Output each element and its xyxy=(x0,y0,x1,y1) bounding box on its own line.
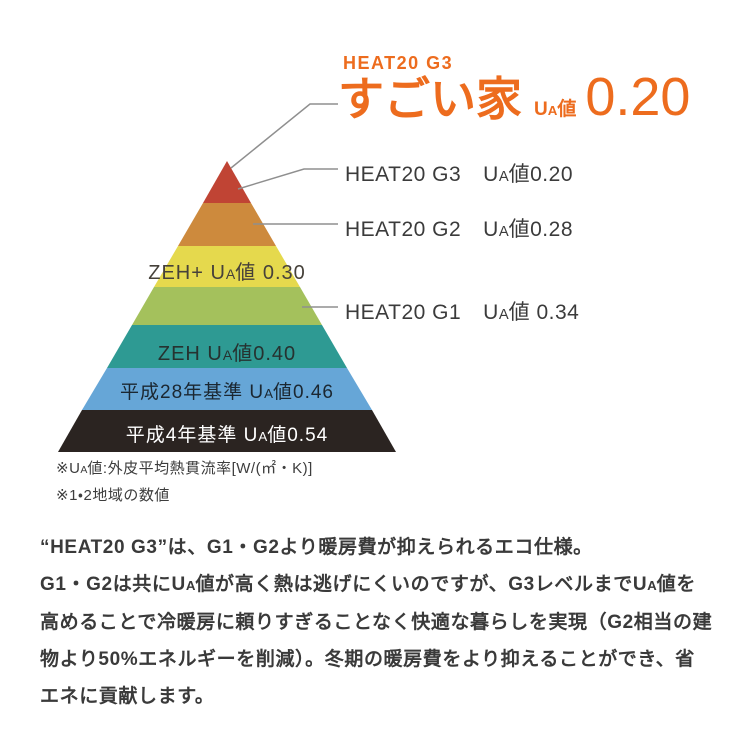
side-label-value: UA値 0.34 xyxy=(483,301,580,324)
description-line: 物より50%エネルギーを削減）。冬期の暖房費をより抑えることができ、省 xyxy=(40,649,695,670)
leader-line-g3 xyxy=(237,168,338,190)
side-label-name: HEAT20 G2 xyxy=(345,218,462,241)
description-line: “HEAT20 G3”は、G1・G2より暖房費が抑えられるエコ仕様。 xyxy=(40,537,593,558)
pyramid-label-zeh-plus: ZEH+ UA値 0.30 xyxy=(148,262,306,284)
footnotes: ※UA値:外皮平均熱貫流率[W/(㎡・K)] ※1・2地域の数値 xyxy=(56,456,313,508)
description-line: G1・G2は共にUA値が高く熱は逃げにくいのですが、G3レベルまでUA値を xyxy=(40,574,696,595)
description-paragraph: “HEAT20 G3”は、G1・G2より暖房費が抑えられるエコ仕様。 G1・G2… xyxy=(40,529,720,715)
header-tagline: HEAT20 G3 xyxy=(343,53,454,73)
pyramid-layer-zeh xyxy=(107,325,347,368)
side-label-heat20-g1: HEAT20 G1 UA値 0.34 xyxy=(345,296,579,326)
pyramid-layer-h4 xyxy=(58,410,396,452)
description-line: エネに貢献します。 xyxy=(40,686,215,707)
description-line: 高めることで冷暖房に頼りすぎることなく快適な暮らしを実現（G2相当の建 xyxy=(40,612,713,633)
pyramid-label-h28: 平成28年基準 UA値0.46 xyxy=(120,382,334,403)
side-label-heat20-g2: HEAT20 G2 UA値0.28 xyxy=(345,213,573,243)
pyramid-label-zeh: ZEH UA値0.40 xyxy=(157,343,297,365)
pyramid-layer-heat20-g3 xyxy=(203,161,251,203)
side-label-name: HEAT20 G3 xyxy=(345,163,462,186)
header-title: すごい家 xyxy=(338,73,522,125)
pyramid-layer-h28 xyxy=(82,368,372,410)
leader-line-header xyxy=(230,103,338,169)
side-label-value: UA値0.28 xyxy=(483,218,573,241)
pyramid-layer-zeh-plus xyxy=(154,246,300,287)
pyramid-layer-heat20-g1 xyxy=(132,287,322,325)
header-ua-value: 0.20 xyxy=(585,67,691,127)
footnote-region: ※1・2地域の数値 xyxy=(56,487,170,504)
side-label-heat20-g3: HEAT20 G3 UA値0.20 xyxy=(345,158,573,188)
header-row: すごい家 UA値 0.20 xyxy=(338,70,690,125)
footnote-ua-definition: ※UA値:外皮平均熱貫流率[W/(㎡・K)] xyxy=(56,460,313,477)
pyramid-label-h4: 平成4年基準 UA値0.54 xyxy=(125,425,329,446)
side-label-name: HEAT20 G1 xyxy=(345,301,462,324)
pyramid-diagram xyxy=(58,103,396,452)
side-label-value: UA値0.20 xyxy=(483,163,573,186)
pyramid-layer-heat20-g2 xyxy=(178,203,276,246)
header-ua-label: UA値 xyxy=(534,99,577,120)
